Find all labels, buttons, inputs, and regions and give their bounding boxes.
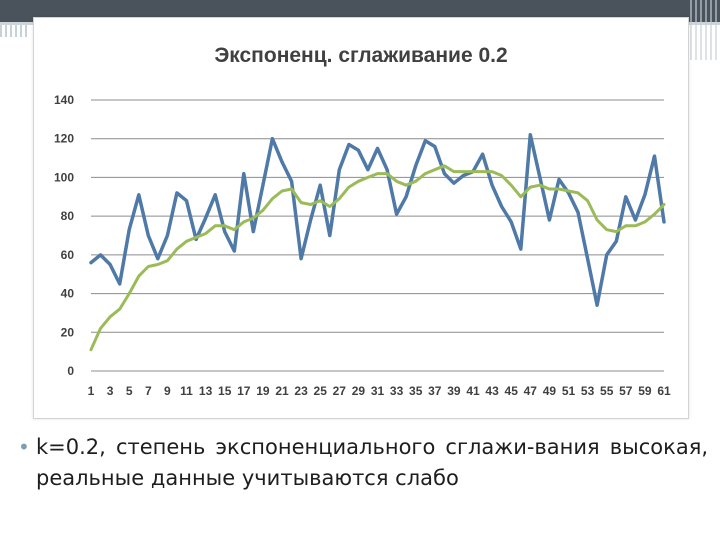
x-tick-label: 35	[409, 384, 423, 398]
x-tick-label: 29	[352, 384, 366, 398]
x-tick-label: 25	[314, 384, 328, 398]
x-tick-label: 7	[145, 384, 152, 398]
x-tick-label: 13	[199, 384, 213, 398]
y-tick-label: 40	[61, 287, 75, 301]
x-tick-label: 45	[505, 384, 519, 398]
y-tick-label: 140	[54, 93, 74, 107]
x-tick-label: 47	[524, 384, 538, 398]
x-tick-label: 17	[237, 384, 251, 398]
x-tick-label: 31	[371, 384, 385, 398]
x-tick-label: 57	[619, 384, 633, 398]
x-tick-label: 55	[600, 384, 614, 398]
x-tick-label: 33	[390, 384, 404, 398]
x-tick-label: 23	[294, 384, 308, 398]
x-tick-label: 11	[180, 384, 193, 398]
slide-corner-decoration	[0, 25, 28, 37]
x-tick-label: 43	[485, 384, 499, 398]
bullet-marker: •	[18, 435, 30, 459]
y-tick-label: 120	[54, 132, 74, 146]
y-tick-label: 100	[54, 170, 74, 184]
x-tick-label: 15	[218, 384, 232, 398]
bullet-paragraph: • k=0.2, степень экспоненциального сглаж…	[18, 432, 708, 494]
x-tick-label: 27	[333, 384, 347, 398]
x-tick-label: 19	[256, 384, 270, 398]
y-tick-label: 20	[61, 325, 75, 339]
x-tick-label: 59	[638, 384, 652, 398]
x-tick-label: 3	[107, 384, 114, 398]
x-tick-label: 61	[657, 384, 671, 398]
chart-title: Экспоненц. сглаживание 0.2	[214, 44, 508, 67]
slide-right-decoration	[690, 0, 720, 60]
x-tick-label: 51	[562, 384, 576, 398]
x-tick-label: 37	[428, 384, 442, 398]
chart-frame: Экспоненц. сглаживание 0.2 0 20 40 60 80 100 1…	[33, 17, 689, 419]
x-tick-label: 41	[466, 384, 480, 398]
x-tick-label: 39	[447, 384, 461, 398]
x-tick-label: 21	[275, 384, 289, 398]
x-tick-label: 49	[543, 384, 557, 398]
slide-top-bar	[0, 0, 720, 22]
x-tick-label: 9	[164, 384, 171, 398]
y-tick-label: 80	[61, 209, 75, 223]
series-line-actual	[89, 133, 666, 307]
x-tick-label: 1	[88, 384, 95, 398]
series-line-smoothed	[89, 164, 666, 352]
x-tick-label: 5	[126, 384, 133, 398]
bullet-text: k=0.2, степень экспоненциального сглажи-…	[36, 435, 708, 490]
y-tick-label: 60	[61, 248, 75, 262]
y-tick-label: 0	[67, 364, 74, 378]
x-tick-label: 53	[581, 384, 595, 398]
